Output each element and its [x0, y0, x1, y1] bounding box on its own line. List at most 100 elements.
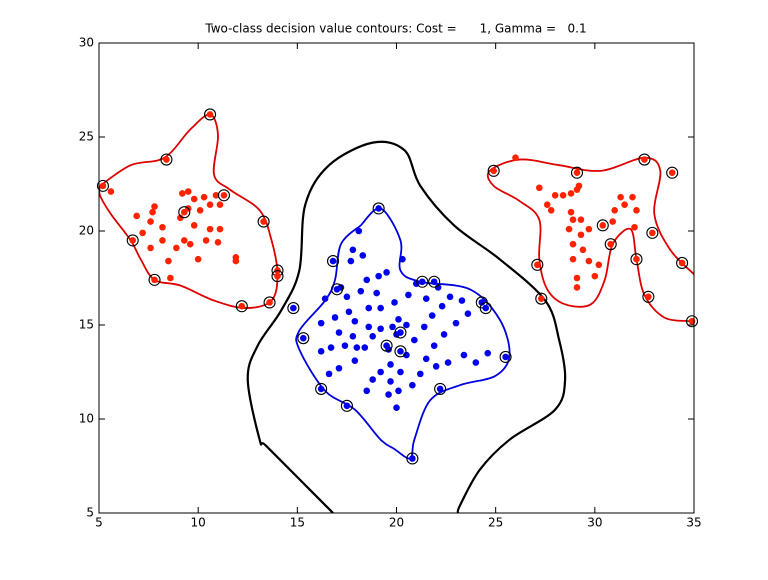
- support-vector: [160, 153, 173, 166]
- data-point: [167, 274, 174, 282]
- data-point: [387, 361, 394, 368]
- data-point: [317, 319, 325, 327]
- data-point: [543, 201, 551, 208]
- support-vector-ring: [676, 256, 689, 270]
- data-point: [365, 323, 373, 331]
- data-point: [345, 308, 353, 316]
- data-point: [349, 332, 357, 340]
- data-point: [567, 190, 575, 197]
- data-point: [403, 351, 410, 359]
- support-vector: [666, 166, 679, 179]
- data-point: [633, 207, 640, 214]
- data-point: [196, 207, 204, 214]
- support-vector-dot: [317, 385, 325, 393]
- data-point: [458, 297, 466, 304]
- support-vector-dot: [266, 299, 273, 306]
- data-point: [206, 201, 214, 208]
- data-point: [180, 237, 188, 244]
- support-vector: [287, 302, 300, 315]
- support-vector-ring: [257, 215, 270, 228]
- support-vector: [642, 290, 655, 303]
- support-vector: [297, 332, 310, 345]
- data-point: [107, 188, 115, 195]
- data-point: [347, 257, 355, 265]
- data-point: [179, 190, 186, 197]
- support-vector-dot: [478, 299, 486, 306]
- data-point: [551, 191, 559, 199]
- support-vector-ring: [434, 382, 447, 395]
- data-point: [363, 387, 371, 395]
- data-point: [194, 255, 202, 263]
- data-point: [577, 216, 585, 224]
- data-point: [629, 193, 636, 201]
- support-vector-dot: [436, 385, 444, 393]
- data-point: [428, 312, 436, 319]
- data-point: [212, 191, 220, 199]
- data-point: [591, 272, 599, 280]
- support-vector-ring: [160, 153, 173, 166]
- support-vector-dot: [299, 334, 307, 342]
- support-vector: [638, 153, 651, 166]
- data-point: [349, 246, 357, 254]
- data-point: [151, 203, 158, 210]
- y-tick-label: 10: [79, 412, 94, 426]
- support-vector: [326, 255, 340, 268]
- data-point: [422, 295, 430, 302]
- support-vector-ring: [638, 153, 651, 166]
- support-vector-ring: [535, 292, 548, 305]
- support-vector: [531, 258, 544, 271]
- support-vector-ring: [499, 350, 512, 364]
- support-vector-dot: [409, 455, 416, 462]
- data-point: [452, 319, 460, 327]
- data-point: [567, 208, 575, 216]
- support-vector-ring: [428, 275, 441, 288]
- data-point: [559, 191, 567, 199]
- data-point: [420, 323, 428, 331]
- data-point: [147, 218, 154, 225]
- data-point: [377, 325, 384, 333]
- data-point: [355, 227, 363, 235]
- data-point: [573, 274, 581, 282]
- data-point: [351, 357, 359, 365]
- support-vector-dot: [343, 402, 351, 410]
- data-point: [147, 244, 154, 252]
- data-point: [438, 302, 446, 310]
- support-vector-dot: [502, 353, 509, 361]
- data-point: [216, 225, 224, 233]
- data-point: [325, 370, 333, 378]
- support-vector: [416, 275, 429, 288]
- data-point: [393, 404, 400, 412]
- support-vector-dot: [129, 237, 137, 244]
- data-point: [190, 222, 198, 229]
- support-vector: [178, 206, 191, 219]
- support-vector: [380, 339, 393, 352]
- data-point: [377, 304, 384, 312]
- support-vector-dot: [383, 342, 390, 349]
- support-vector-dot: [180, 208, 188, 216]
- support-vector-dot: [333, 285, 341, 293]
- data-point: [395, 387, 402, 395]
- chart-title: Two-class decision value contours: Cost …: [204, 22, 586, 36]
- support-vector: [499, 350, 512, 364]
- data-point: [331, 314, 339, 321]
- support-vector-ring: [330, 283, 344, 296]
- support-vector-dot: [375, 205, 382, 212]
- data-point: [575, 182, 583, 190]
- support-vector-ring: [217, 189, 230, 202]
- x-tick-label: 35: [686, 516, 701, 530]
- data-point: [359, 252, 367, 259]
- x-tick-label: 5: [95, 516, 103, 530]
- support-vector-dot: [99, 182, 107, 190]
- support-vector: [330, 283, 344, 296]
- support-vector: [596, 219, 609, 232]
- support-vector: [263, 296, 276, 309]
- support-vector-dot: [633, 255, 640, 263]
- data-point: [573, 284, 581, 291]
- data-point: [377, 368, 384, 376]
- data-point: [357, 287, 365, 295]
- data-point: [595, 261, 603, 269]
- support-vector-ring: [271, 270, 284, 283]
- data-point: [512, 154, 519, 161]
